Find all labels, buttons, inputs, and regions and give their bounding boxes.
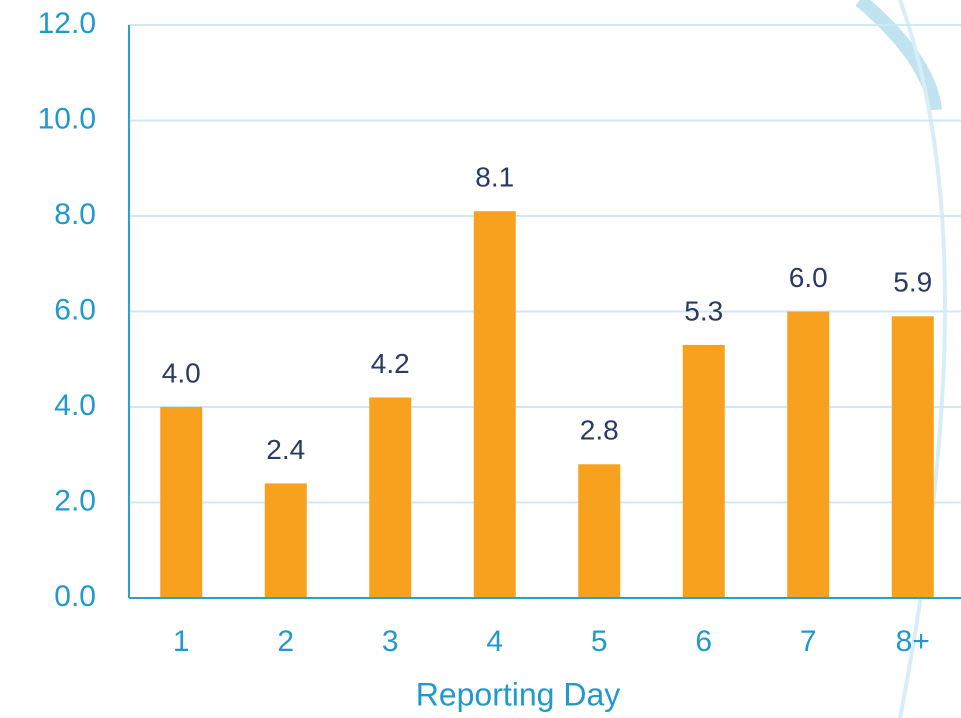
x-tick-label: 4 (486, 625, 503, 658)
value-label: 5.9 (893, 267, 932, 298)
bar (683, 345, 725, 598)
y-tick-label: 0.0 (54, 580, 96, 613)
bar (160, 407, 202, 598)
x-tick-label: 7 (800, 625, 817, 658)
value-label: 4.2 (371, 348, 410, 379)
y-tick-label: 10.0 (38, 102, 96, 135)
bar (265, 483, 307, 598)
bar (474, 211, 516, 598)
x-tick-label: 6 (695, 625, 712, 658)
x-tick-label: 3 (382, 625, 399, 658)
x-tick-label: 1 (173, 625, 190, 658)
y-tick-label: 8.0 (54, 198, 96, 231)
value-label: 2.4 (266, 434, 305, 465)
value-label: 2.8 (580, 415, 619, 446)
y-tick-label: 4.0 (54, 389, 96, 422)
y-tick-label: 6.0 (54, 293, 96, 326)
bar (369, 397, 411, 598)
x-axis-label: Reporting Day (416, 676, 621, 712)
value-label: 4.0 (162, 357, 201, 388)
value-label: 5.3 (684, 295, 723, 326)
bar (787, 312, 829, 599)
page: {"chart_data": {"type": "bar", "x_label"… (0, 0, 961, 718)
value-label: 8.1 (475, 162, 514, 193)
y-tick-label: 12.0 (38, 7, 96, 40)
decor-arc (860, 0, 935, 110)
plot: 0.0 2.0 4.0 6.0 8.0 10.0 12.0 1 4.0 2 2.4 3 4.2 4 8.1 5… (38, 7, 961, 658)
value-label: 6.0 (789, 262, 828, 293)
bar (892, 316, 934, 598)
x-tick-label: 5 (591, 625, 608, 658)
y-tick-label: 2.0 (54, 484, 96, 517)
chart: 0.0 2.0 4.0 6.0 8.0 10.0 12.0 1 4.0 2 2.4 3 4.2 4 8.1 5… (0, 0, 961, 718)
x-tick-label: 8+ (896, 625, 930, 658)
x-tick-label: 2 (277, 625, 294, 658)
bar (578, 464, 620, 598)
